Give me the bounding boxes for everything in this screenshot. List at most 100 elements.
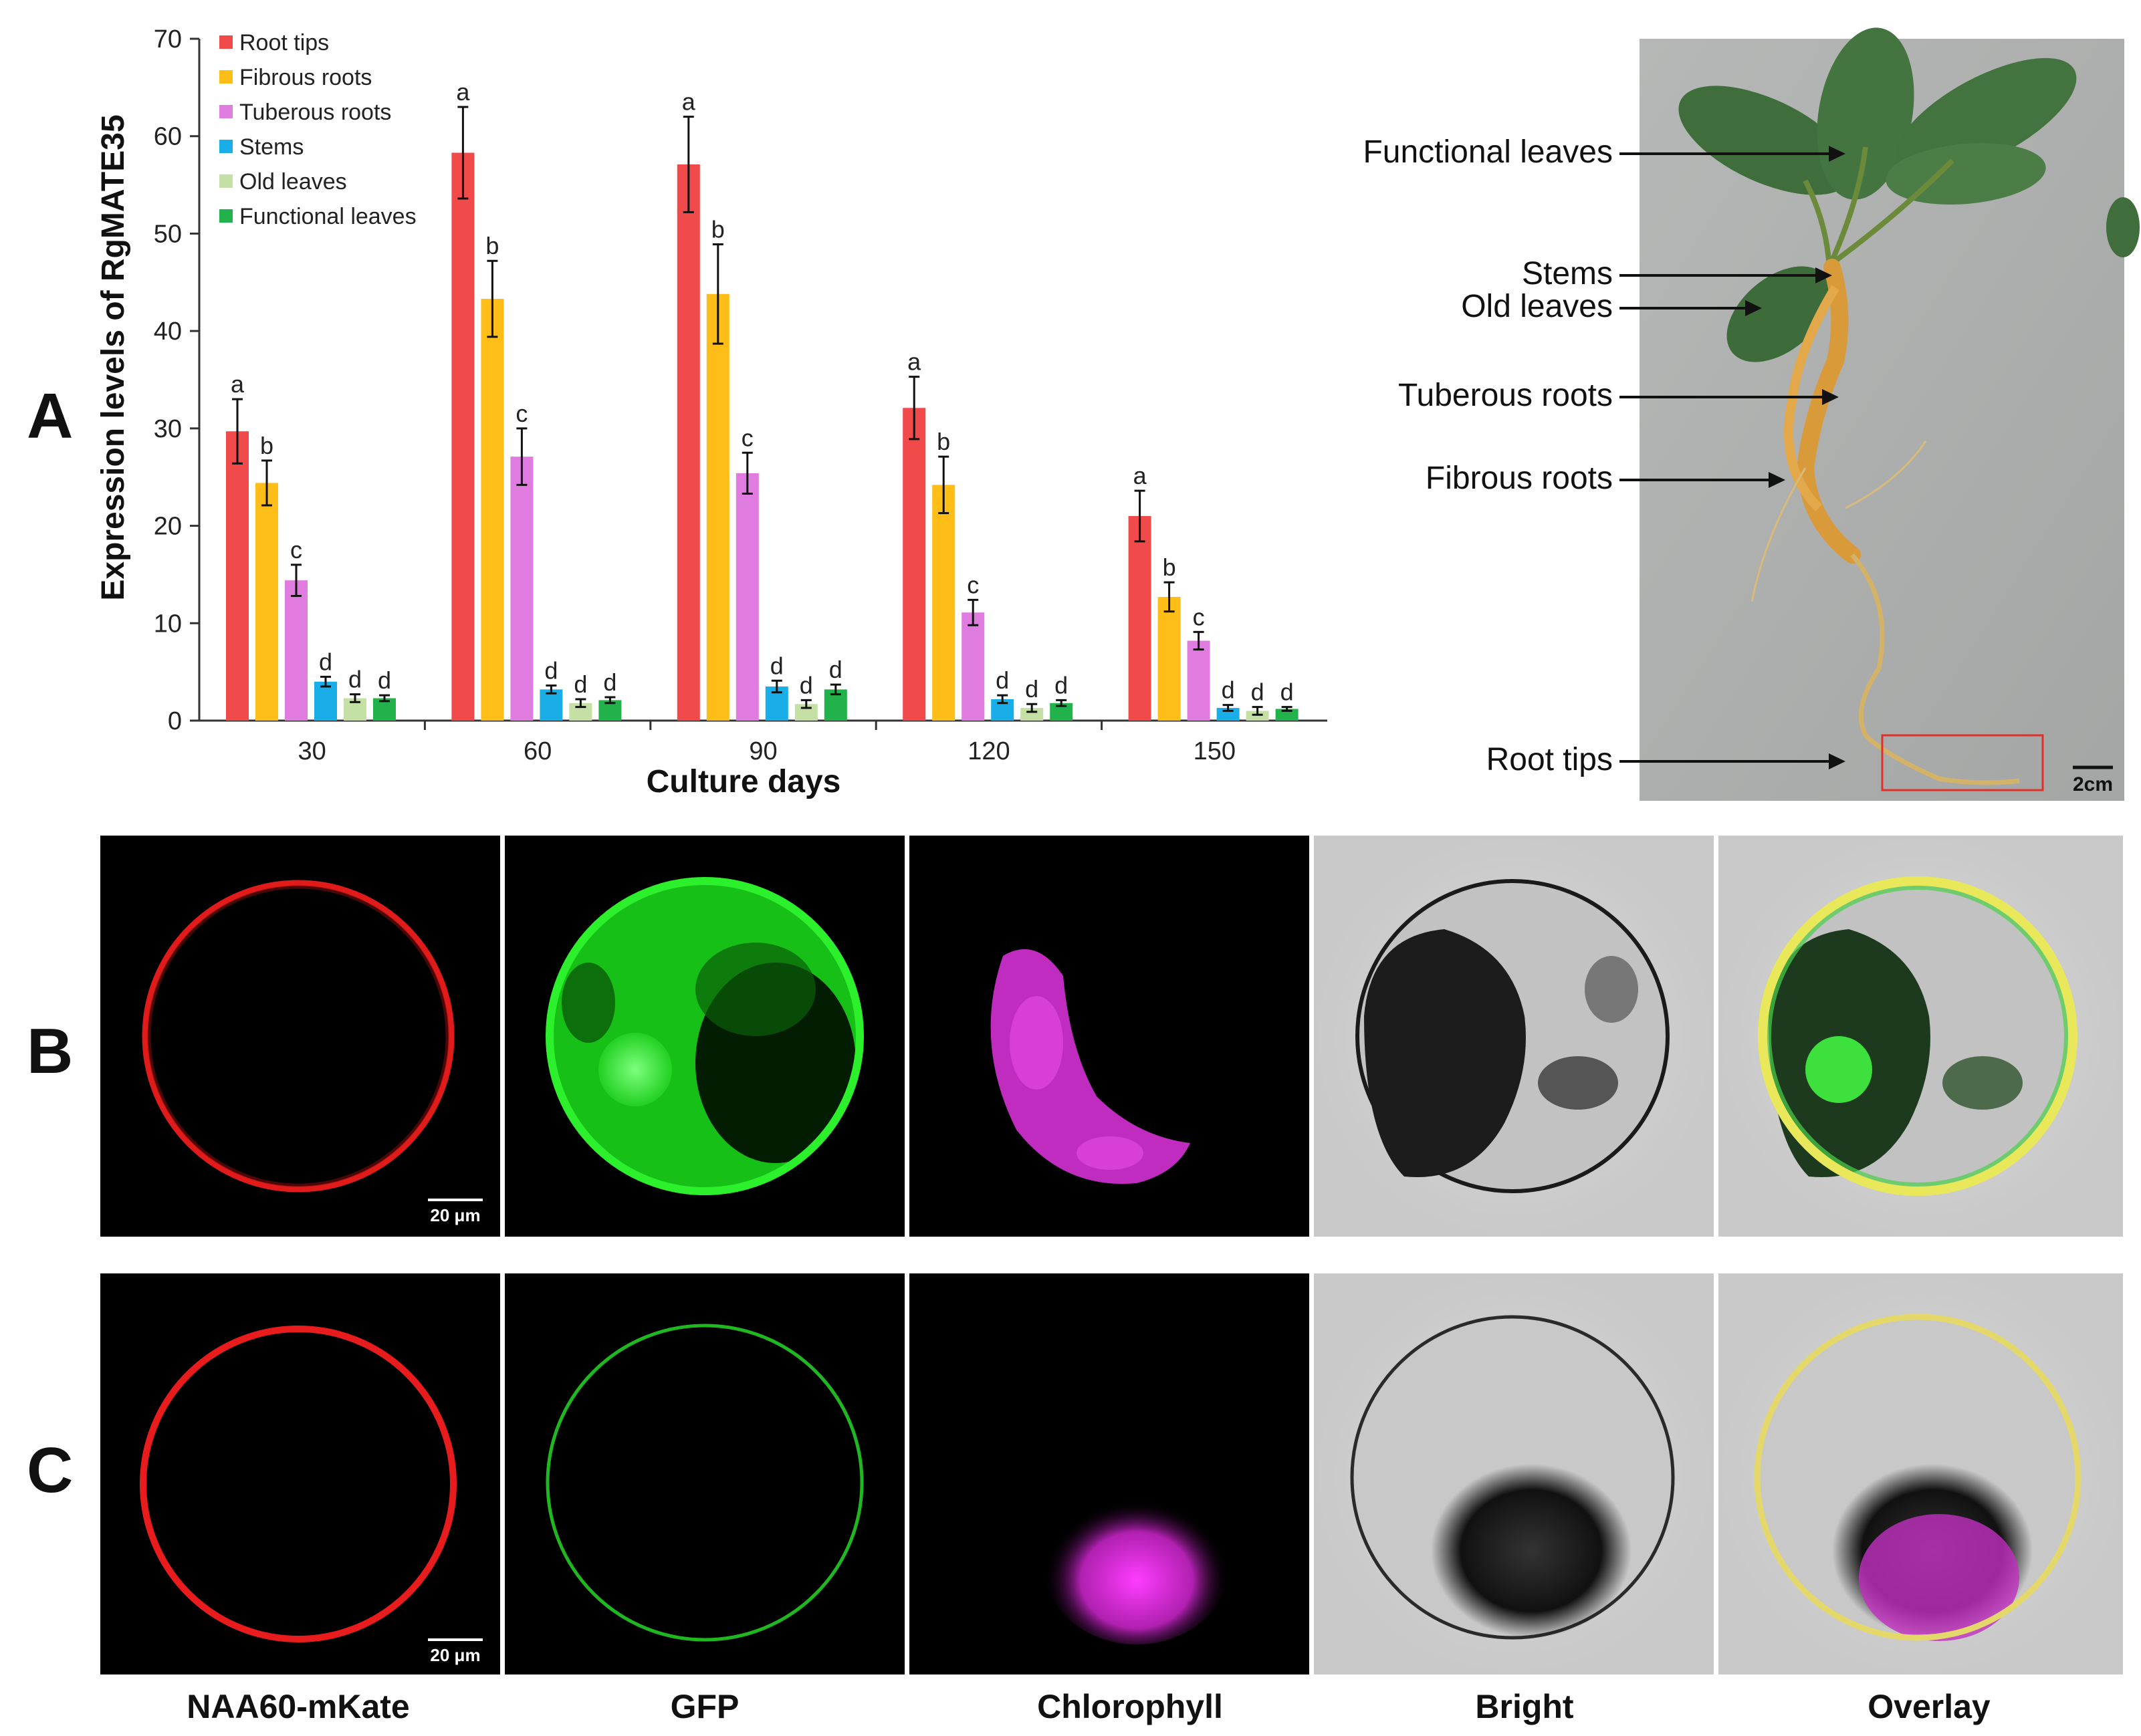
significance-letter: c <box>516 400 528 427</box>
label-old-leaves: Old leaves <box>1461 289 1613 324</box>
significance-letter: d <box>348 666 362 693</box>
micrograph-b-mkate: 20 μm <box>100 836 500 1237</box>
significance-letter: d <box>1222 676 1235 704</box>
significance-letter: b <box>485 232 499 259</box>
bar <box>736 473 759 721</box>
y-tick-label: 0 <box>168 707 182 735</box>
plant-photo-panel: 2cm Functional leaves Stems Old leaves T… <box>1363 27 2140 801</box>
x-tick-label: 120 <box>968 737 1010 765</box>
significance-letter: b <box>1163 553 1176 581</box>
micrograph-b-gfp <box>505 836 905 1237</box>
micrograph-c-bright <box>1314 1273 1714 1675</box>
scale-bar-label-c: 20 μm <box>430 1645 480 1665</box>
significance-letter: d <box>1025 675 1038 703</box>
bar <box>1020 708 1044 721</box>
y-tick-label: 50 <box>154 220 182 248</box>
y-axis-title: Expression levels of RgMATE35 <box>96 114 131 600</box>
panel-a: A Expression levels of RgMATE35 Culture … <box>27 25 1327 799</box>
col-label-overlay: Overlay <box>1868 1688 1991 1725</box>
panel-label-c: C <box>27 1435 73 1506</box>
photo-callouts: Functional leaves Stems Old leaves Tuber… <box>1363 134 1845 777</box>
x-tick-label: 30 <box>298 737 326 765</box>
significance-letter: d <box>574 670 587 698</box>
bar <box>677 164 700 721</box>
x-ticks: 30 60 90 120 150 <box>298 721 1236 765</box>
bar <box>962 612 985 721</box>
label-root-tips: Root tips <box>1486 742 1613 777</box>
legend-swatch <box>219 105 233 118</box>
column-labels: NAA60-mKate GFP Chlorophyll Bright Overl… <box>187 1688 1991 1725</box>
legend-label: Fibrous roots <box>239 65 372 90</box>
panel-c: C 20 μm NAA60-mKate <box>27 1273 2123 1725</box>
y-ticks: 0 10 20 30 40 50 60 70 <box>154 25 199 735</box>
bar <box>226 431 249 721</box>
col-label-chlorophyll: Chlorophyll <box>1037 1688 1223 1725</box>
label-fibrous-roots: Fibrous roots <box>1426 461 1613 496</box>
significance-letter: d <box>800 671 813 699</box>
micrograph-c-overlay <box>1718 1273 2123 1675</box>
x-tick-label: 150 <box>1194 737 1236 765</box>
micrograph-c-chlorophyll <box>909 1273 1309 1675</box>
significance-letter: d <box>829 656 842 683</box>
bar <box>510 457 534 721</box>
label-stems: Stems <box>1522 256 1613 291</box>
panel-label-b: B <box>27 1015 73 1087</box>
bar <box>1128 516 1151 721</box>
significance-letter: c <box>1193 603 1205 630</box>
bar <box>314 681 337 721</box>
bar <box>1216 708 1240 721</box>
significance-letter: a <box>682 88 696 116</box>
significance-letter: d <box>1280 678 1294 706</box>
significance-letter: d <box>770 652 784 679</box>
bar <box>540 689 563 721</box>
root-tip-highlight-box <box>1881 734 2044 791</box>
scale-bar-label-b: 20 μm <box>430 1205 480 1225</box>
legend-swatch <box>219 174 233 188</box>
bar <box>481 299 504 721</box>
label-functional-leaves: Functional leaves <box>1363 134 1613 170</box>
y-tick-label: 70 <box>154 25 182 53</box>
legend-swatch <box>219 35 233 49</box>
micrograph-b-chlorophyll <box>909 836 1309 1237</box>
legend-label: Old leaves <box>239 169 347 195</box>
col-label-gfp: GFP <box>671 1688 740 1725</box>
bar <box>1275 709 1299 721</box>
significance-letter: a <box>231 370 245 398</box>
bar <box>903 408 926 721</box>
significance-letter: b <box>937 428 950 455</box>
legend-label: Tuberous roots <box>239 100 391 125</box>
micrograph-b-bright <box>1314 836 1714 1237</box>
significance-letter: b <box>260 432 273 459</box>
label-tuberous-roots: Tuberous roots <box>1398 378 1613 413</box>
bar <box>255 483 278 721</box>
y-tick-label: 60 <box>154 123 182 151</box>
y-tick-label: 30 <box>154 415 182 443</box>
y-tick-label: 20 <box>154 513 182 541</box>
micrograph-b-overlay <box>1718 836 2123 1237</box>
significance-letter: c <box>290 536 302 564</box>
legend-swatch <box>219 140 233 153</box>
bar <box>1157 596 1181 721</box>
significance-letter: d <box>378 666 391 694</box>
significance-letter: d <box>319 648 332 675</box>
panel-label-a: A <box>27 380 73 452</box>
significance-letter: d <box>996 666 1009 694</box>
leaves-illustration <box>1678 27 2140 362</box>
legend-label: Functional leaves <box>239 204 417 229</box>
significance-letter: d <box>1251 678 1264 706</box>
col-label-bright: Bright <box>1475 1688 1574 1725</box>
legend: Root tips Fibrous roots Tuberous roots Stem… <box>219 30 417 229</box>
micrograph-c-gfp <box>505 1273 905 1675</box>
significance-letter: b <box>711 215 725 243</box>
y-tick-label: 10 <box>154 610 182 638</box>
micrograph-c-mkate: 20 μm <box>100 1273 500 1675</box>
significance-letter: c <box>967 571 979 598</box>
significance-letter: d <box>603 668 616 696</box>
significance-letter: a <box>456 78 470 106</box>
y-tick-label: 40 <box>154 318 182 346</box>
significance-letter: c <box>742 424 754 451</box>
legend-swatch <box>219 70 233 84</box>
significance-letter: a <box>907 348 921 376</box>
